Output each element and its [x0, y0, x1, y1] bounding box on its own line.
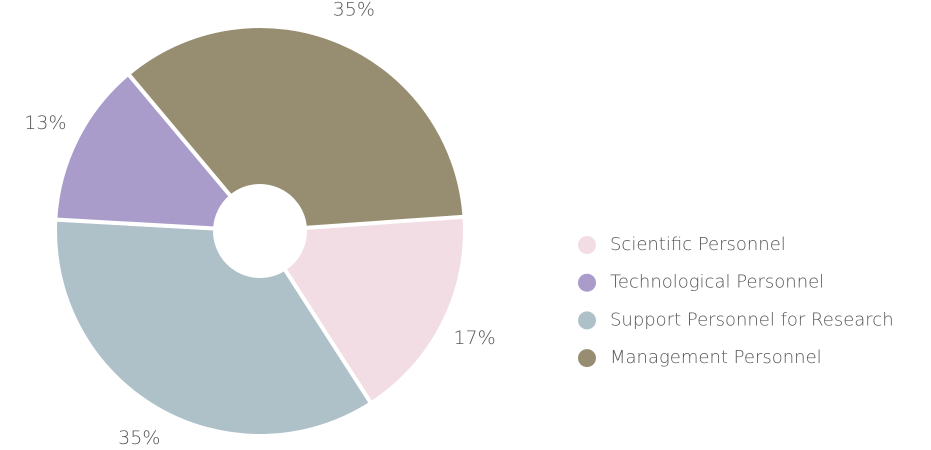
legend-label: Support Personnel for Research [610, 309, 894, 330]
pie-slice [281, 214, 467, 407]
legend-marker [578, 273, 596, 292]
legend-marker [578, 349, 596, 368]
legend-marker [578, 311, 596, 330]
legend-marker [578, 236, 596, 254]
data-label: 17% [453, 327, 495, 349]
data-label: 13% [24, 112, 66, 134]
data-label: 35% [118, 427, 160, 449]
pie-slice [125, 24, 467, 230]
legend-label: Technological Personnel [610, 272, 824, 293]
legend-label: Management Personnel [610, 347, 822, 368]
pie-slice [53, 217, 374, 438]
pie-slice [53, 71, 234, 231]
legend-label: Scientific Personnel [610, 234, 786, 255]
data-label: 35% [333, 0, 375, 21]
